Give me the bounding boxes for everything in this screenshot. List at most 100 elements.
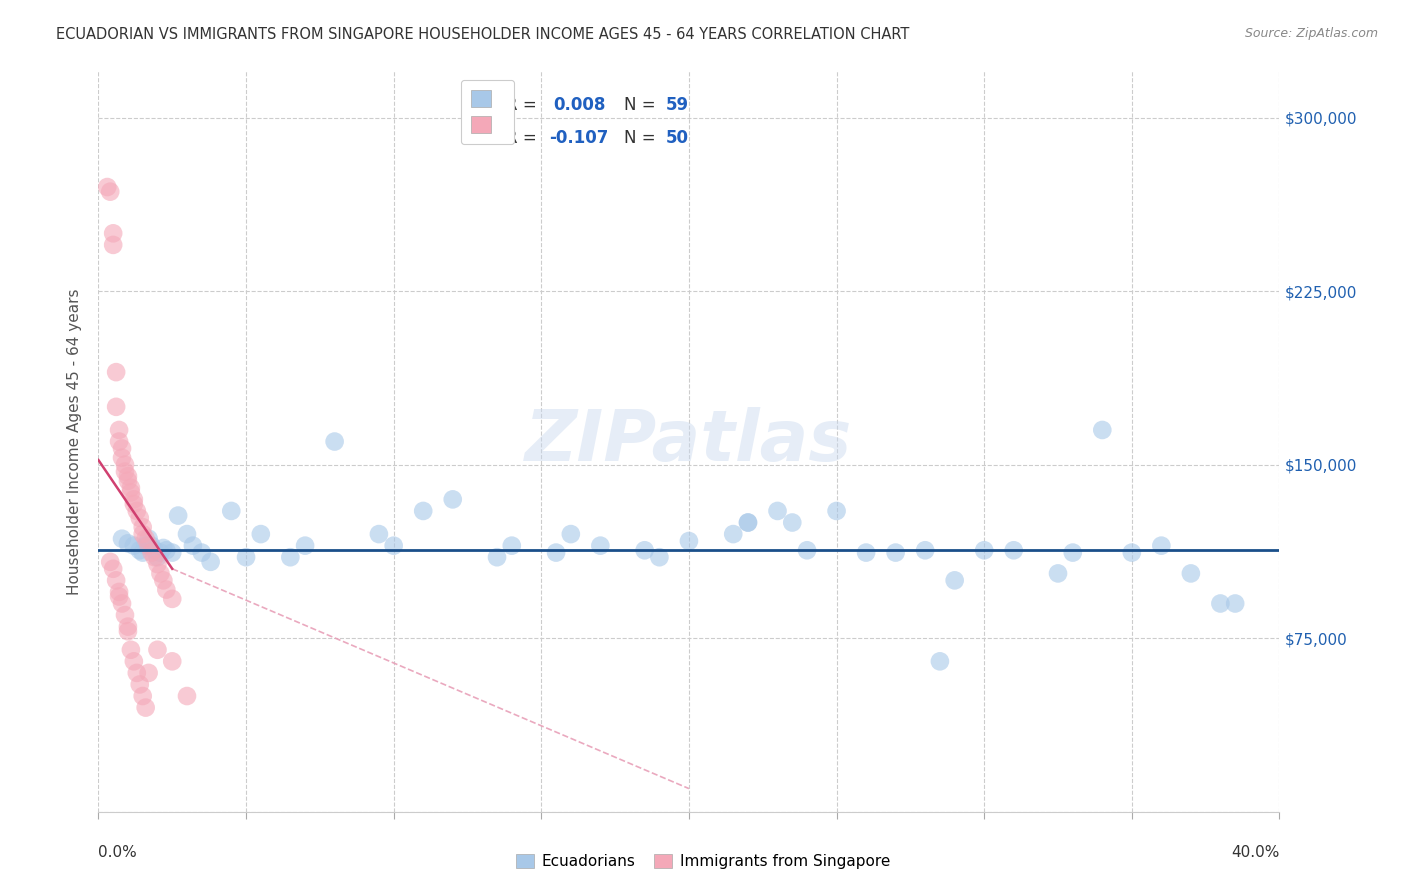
Point <box>141 539 163 553</box>
Point <box>111 450 134 465</box>
Point <box>181 539 204 553</box>
Point <box>128 543 150 558</box>
Point <box>152 574 174 588</box>
Point <box>737 516 759 530</box>
Point <box>235 550 257 565</box>
Point <box>117 624 139 639</box>
Point <box>103 562 125 576</box>
Point <box>634 543 657 558</box>
Point <box>105 400 128 414</box>
Point <box>146 557 169 571</box>
Point <box>125 504 148 518</box>
Text: 0.0%: 0.0% <box>98 845 138 860</box>
Point <box>105 574 128 588</box>
Point <box>914 543 936 558</box>
Point <box>146 550 169 565</box>
Point <box>1180 566 1202 581</box>
Point <box>250 527 273 541</box>
Point <box>589 539 612 553</box>
Point <box>155 543 177 558</box>
Point <box>1002 543 1025 558</box>
Text: N =: N = <box>624 129 661 147</box>
Point <box>167 508 190 523</box>
Point <box>825 504 848 518</box>
Point <box>146 642 169 657</box>
Point <box>176 527 198 541</box>
Y-axis label: Householder Income Ages 45 - 64 years: Householder Income Ages 45 - 64 years <box>67 288 83 595</box>
Text: N =: N = <box>624 95 661 113</box>
Point <box>162 545 183 560</box>
Point <box>122 654 145 668</box>
Point <box>486 550 509 565</box>
Point <box>280 550 302 565</box>
Point <box>855 545 877 560</box>
Point <box>412 504 434 518</box>
Point <box>111 532 134 546</box>
Text: -0.107: -0.107 <box>550 129 609 147</box>
Point <box>766 504 789 518</box>
Point <box>191 545 214 560</box>
Point <box>138 532 160 546</box>
Point <box>135 700 157 714</box>
Point <box>200 555 222 569</box>
Text: 59: 59 <box>665 95 689 113</box>
Point <box>132 527 155 541</box>
Point <box>120 481 142 495</box>
Point <box>943 574 966 588</box>
Point <box>105 365 128 379</box>
Point <box>221 504 243 518</box>
Point <box>162 654 183 668</box>
Point <box>128 677 150 691</box>
Legend: Ecuadorians, Immigrants from Singapore: Ecuadorians, Immigrants from Singapore <box>509 848 897 875</box>
Point <box>114 465 136 479</box>
Point <box>117 469 139 483</box>
Point <box>143 550 166 565</box>
Point <box>135 539 157 553</box>
Text: ECUADORIAN VS IMMIGRANTS FROM SINGAPORE HOUSEHOLDER INCOME AGES 45 - 64 YEARS CO: ECUADORIAN VS IMMIGRANTS FROM SINGAPORE … <box>56 27 910 42</box>
Point <box>678 534 700 549</box>
Point <box>796 543 818 558</box>
Point <box>111 442 134 456</box>
Point <box>929 654 952 668</box>
Point <box>114 458 136 472</box>
Point <box>162 591 183 606</box>
Text: Source: ZipAtlas.com: Source: ZipAtlas.com <box>1244 27 1378 40</box>
Point <box>135 532 157 546</box>
Point <box>141 545 163 560</box>
Point <box>1225 597 1247 611</box>
Text: ZIPatlas: ZIPatlas <box>526 407 852 476</box>
Point <box>737 516 759 530</box>
Point <box>176 689 198 703</box>
Point <box>1121 545 1143 560</box>
Point <box>108 590 131 604</box>
Point <box>546 545 568 560</box>
Point <box>132 520 155 534</box>
Point <box>1150 539 1173 553</box>
Point <box>108 434 131 449</box>
Point <box>103 227 125 241</box>
Text: 0.008: 0.008 <box>553 95 606 113</box>
Legend: , : , <box>461 79 515 145</box>
Point <box>132 689 155 703</box>
Point <box>155 582 177 597</box>
Text: R =: R = <box>506 129 541 147</box>
Point <box>111 597 134 611</box>
Point <box>1091 423 1114 437</box>
Point <box>117 536 139 550</box>
Point <box>108 423 131 437</box>
Point <box>117 619 139 633</box>
Point <box>149 545 172 560</box>
Point <box>122 539 145 553</box>
Point <box>114 608 136 623</box>
Point <box>96 180 118 194</box>
Point <box>108 585 131 599</box>
Text: 40.0%: 40.0% <box>1232 845 1279 860</box>
Point <box>782 516 804 530</box>
Point <box>138 665 160 680</box>
Text: 50: 50 <box>665 129 689 147</box>
Point <box>560 527 582 541</box>
Point <box>132 545 155 560</box>
Point <box>973 543 995 558</box>
Point <box>382 539 405 553</box>
Point <box>138 539 160 553</box>
